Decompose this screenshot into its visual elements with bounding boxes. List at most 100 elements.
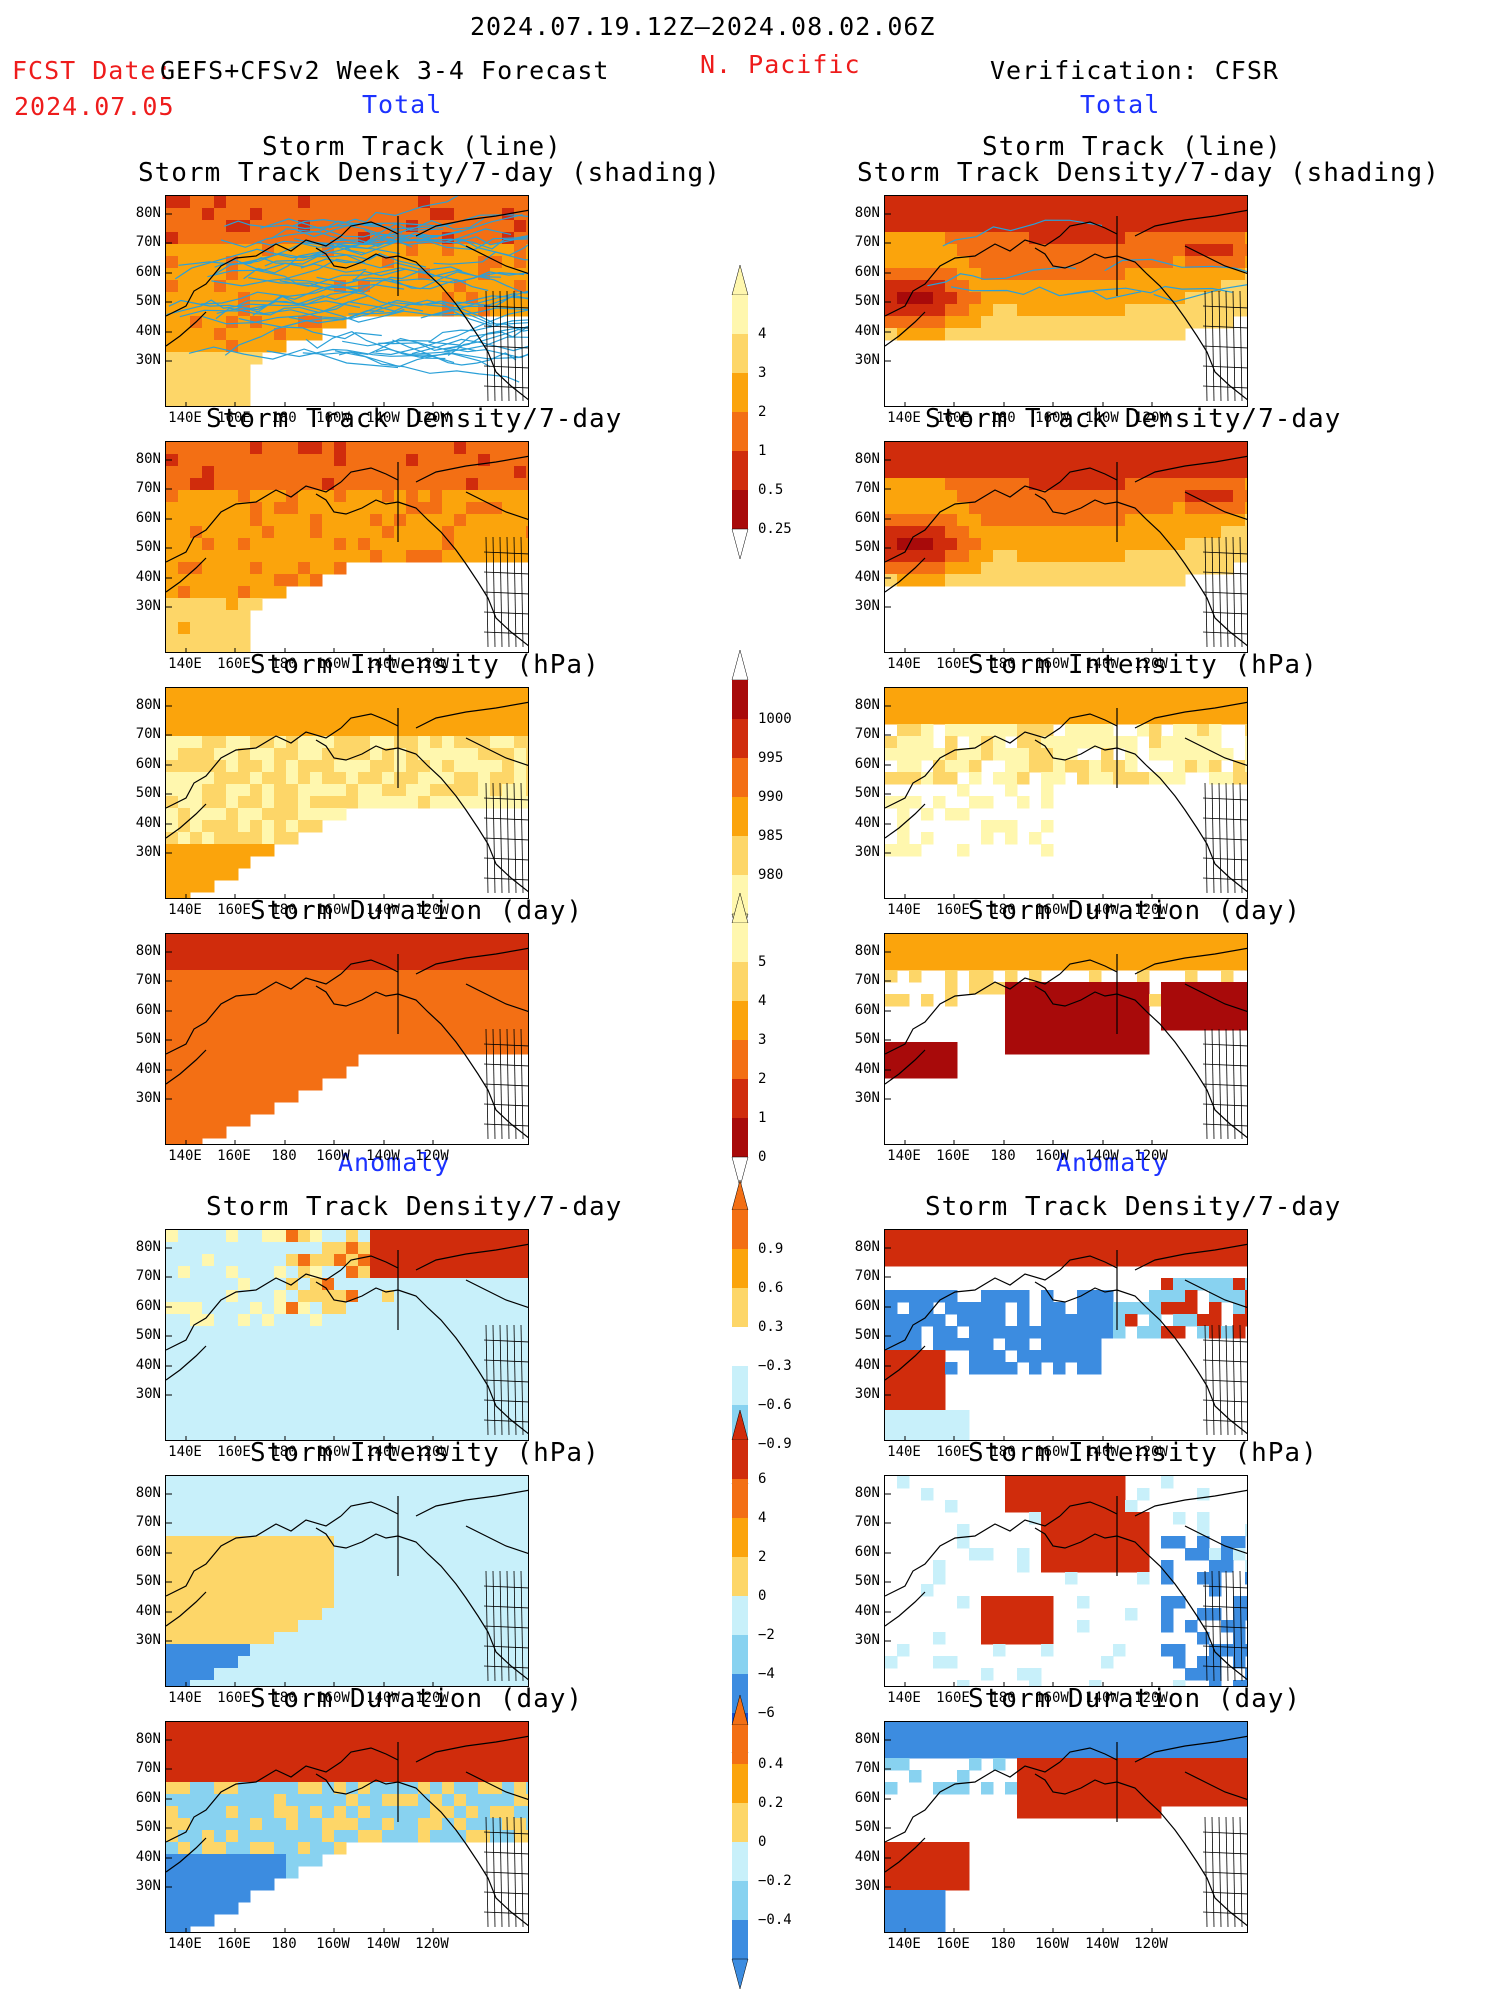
heatmap-cell [310, 502, 323, 515]
heatmap-cell [322, 1042, 335, 1055]
heatmap-cell [262, 1326, 275, 1339]
heatmap-cell [274, 1302, 287, 1315]
heatmap-cell [502, 1338, 515, 1351]
heatmap-cell [981, 1302, 994, 1315]
heatmap-cell [885, 256, 898, 269]
heatmap-cell [430, 1302, 443, 1315]
heatmap-cell [1125, 514, 1138, 527]
heatmap-cell [262, 844, 275, 857]
heatmap-cell [1053, 772, 1066, 785]
heatmap-cell [454, 1806, 467, 1819]
heatmap-cell [226, 1422, 239, 1435]
heatmap-cell [1245, 502, 1248, 515]
heatmap-cell [1005, 748, 1018, 761]
heatmap-cell [454, 1524, 467, 1537]
heatmap-cell [1089, 688, 1102, 701]
heatmap-cell [1053, 946, 1066, 959]
heatmap-cell [382, 1794, 395, 1807]
heatmap-cell [514, 1254, 527, 1267]
heatmap-cell [454, 1018, 467, 1031]
heatmap-cell [1125, 574, 1138, 587]
heatmap-cell [382, 1422, 395, 1435]
heatmap-cell [214, 388, 227, 401]
heatmap-cell [202, 1644, 215, 1657]
heatmap-cell [1041, 946, 1054, 959]
heatmap-cell [897, 256, 910, 269]
heatmap-cell [1077, 232, 1090, 245]
heatmap-cell [250, 796, 263, 809]
heatmap-cell [921, 1066, 934, 1079]
heatmap-cell [394, 1596, 407, 1609]
heatmap-cell [250, 526, 263, 539]
heatmap-cell [214, 1350, 227, 1363]
heatmap-cell [514, 994, 527, 1007]
heatmap-cell [202, 1758, 215, 1771]
heatmap-cell [502, 712, 515, 725]
heatmap-cell [274, 712, 287, 725]
heatmap-cell [406, 196, 419, 209]
heatmap-cell [262, 1242, 275, 1255]
heatmap-cell [993, 538, 1006, 551]
heatmap-cell [358, 1770, 371, 1783]
heatmap-cell [514, 550, 527, 563]
heatmap-cell [190, 526, 203, 539]
heatmap-cell [957, 1524, 970, 1537]
heatmap-cell [178, 1644, 191, 1657]
heatmap-cell [1149, 538, 1162, 551]
heatmap-cell [346, 538, 359, 551]
heatmap-cell [394, 688, 407, 701]
heatmap-cell [214, 196, 227, 209]
heatmap-cell [490, 1758, 503, 1771]
heatmap-cell [1245, 550, 1248, 563]
heatmap-cell [214, 454, 227, 467]
forecast-duration-map [165, 933, 529, 1145]
heatmap-cell [238, 1422, 251, 1435]
heatmap-cell [406, 1620, 419, 1633]
heatmap-cell [298, 1572, 311, 1585]
heatmap-cell [1125, 1524, 1138, 1537]
heatmap-cell [178, 1830, 191, 1843]
heatmap-cell [1113, 304, 1126, 317]
heatmap-cell [178, 844, 191, 857]
heatmap-cell [1077, 538, 1090, 551]
heatmap-cell [466, 466, 479, 479]
heatmap-cell [322, 1548, 335, 1561]
heatmap-cell [1125, 1314, 1138, 1327]
heatmap-cell [358, 1350, 371, 1363]
heatmap-cell [298, 772, 311, 785]
heatmap-cell [370, 1230, 383, 1243]
heatmap-cell [298, 562, 311, 575]
heatmap-cell [406, 1018, 419, 1031]
heatmap-cell [394, 1350, 407, 1363]
heatmap-cell [346, 1758, 359, 1771]
heatmap-cell [1089, 1362, 1102, 1375]
heatmap-cell [526, 1722, 529, 1735]
heatmap-cell [430, 946, 443, 959]
heatmap-cell [1113, 1302, 1126, 1315]
heatmap-cell [909, 574, 922, 587]
heatmap-cell [909, 328, 922, 341]
heatmap-cell [430, 478, 443, 491]
heatmap-cell [166, 646, 179, 653]
heatmap-cell [526, 1030, 529, 1043]
heatmap-cell [885, 994, 898, 1007]
heatmap-cell [993, 1326, 1006, 1339]
heatmap-cell [274, 808, 287, 821]
heatmap-cell [346, 1290, 359, 1303]
heatmap-cell [1149, 574, 1162, 587]
heatmap-cell [1005, 712, 1018, 725]
heatmap-cell [526, 466, 529, 479]
heatmap-cell [238, 1090, 251, 1103]
heatmap-cell [1053, 700, 1066, 713]
heatmap-cell [514, 724, 527, 737]
heatmap-cell [1041, 1350, 1054, 1363]
heatmap-cell [166, 196, 179, 209]
heatmap-cell [394, 1278, 407, 1291]
heatmap-cell [166, 538, 179, 551]
heatmap-cell [286, 1054, 299, 1067]
heatmap-cell [1125, 1242, 1138, 1255]
heatmap-cell [526, 1680, 529, 1687]
heatmap-cell [981, 946, 994, 959]
heatmap-cell [370, 1386, 383, 1399]
heatmap-cell [178, 946, 191, 959]
